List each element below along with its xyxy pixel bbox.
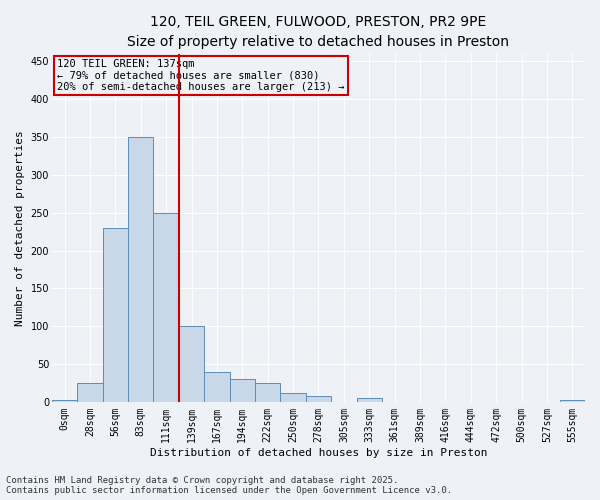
X-axis label: Distribution of detached houses by size in Preston: Distribution of detached houses by size … bbox=[150, 448, 487, 458]
Bar bbox=[306, 396, 331, 402]
Bar bbox=[560, 400, 585, 402]
Bar bbox=[204, 372, 230, 402]
Bar bbox=[103, 228, 128, 402]
Bar bbox=[356, 398, 382, 402]
Y-axis label: Number of detached properties: Number of detached properties bbox=[15, 130, 25, 326]
Bar bbox=[154, 212, 179, 402]
Text: 120 TEIL GREEN: 137sqm
← 79% of detached houses are smaller (830)
20% of semi-de: 120 TEIL GREEN: 137sqm ← 79% of detached… bbox=[57, 59, 345, 92]
Bar bbox=[255, 383, 280, 402]
Text: Contains HM Land Registry data © Crown copyright and database right 2025.
Contai: Contains HM Land Registry data © Crown c… bbox=[6, 476, 452, 495]
Bar bbox=[52, 400, 77, 402]
Bar bbox=[280, 393, 306, 402]
Bar bbox=[128, 137, 154, 402]
Bar bbox=[77, 383, 103, 402]
Title: 120, TEIL GREEN, FULWOOD, PRESTON, PR2 9PE
Size of property relative to detached: 120, TEIL GREEN, FULWOOD, PRESTON, PR2 9… bbox=[127, 15, 509, 48]
Bar bbox=[179, 326, 204, 402]
Bar bbox=[230, 379, 255, 402]
